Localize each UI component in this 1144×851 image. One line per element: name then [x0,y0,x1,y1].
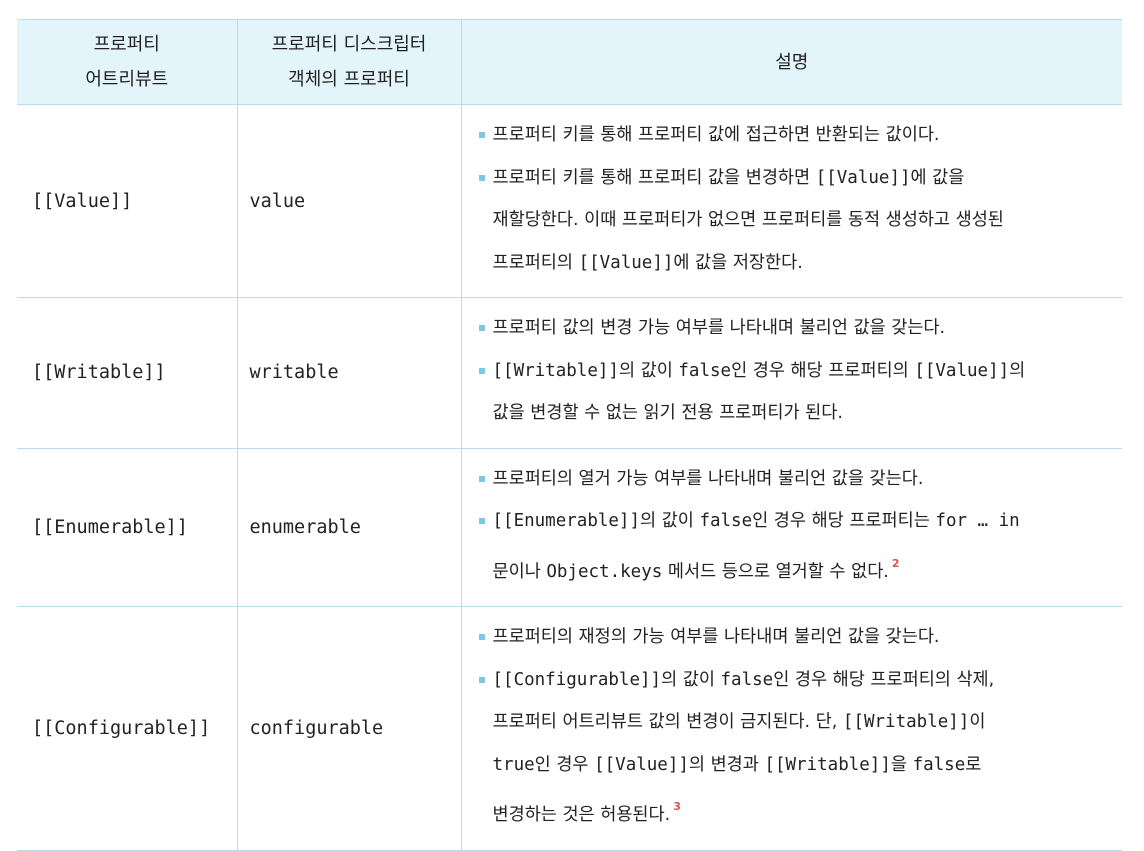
descriptor-cell: value [236,104,462,298]
attribute-cell: [[Enumerable]] [17,447,238,607]
list-item: [[Enumerable]]의 값이 false인 경우 해당 프로퍼티는 fo… [478,500,1123,593]
list-item: [[Writable]]의 값이 false인 경우 해당 프로퍼티의 [[Va… [478,350,1123,435]
description-list: 프로퍼티의 재정의 가능 여부를 나타내며 불리언 값을 갖는다. [[Conf… [478,616,1123,837]
attribute-cell: [[Configurable]] [17,606,238,851]
table-row: [[Writable]] writable 프로퍼티 값의 변경 가능 여부를 … [17,297,1123,449]
descriptor-cell: writable [236,297,462,449]
description-cell: 프로퍼티의 열거 가능 여부를 나타내며 불리언 값을 갖는다. [[Enume… [460,447,1123,607]
description-cell: 프로퍼티 키를 통해 프로퍼티 값에 접근하면 반환되는 값이다. 프로퍼티 키… [460,104,1123,298]
table-row: [[Enumerable]] enumerable 프로퍼티의 열거 가능 여부… [17,447,1123,607]
footnote-marker[interactable]: 3 [673,800,681,813]
header-description: 설명 [460,19,1122,105]
header-property-attribute: 프로퍼티 어트리뷰트 [17,19,238,105]
attribute-cell: [[Value]] [17,104,238,298]
table-row: [[Value]] value 프로퍼티 키를 통해 프로퍼티 값에 접근하면 … [17,104,1123,298]
table-header-row: 프로퍼티 어트리뷰트 프로퍼티 디스크립터 객체의 프로퍼티 설명 [17,19,1122,105]
header-descriptor-property: 프로퍼티 디스크립터 객체의 프로퍼티 [236,19,462,105]
description-cell: 프로퍼티의 재정의 가능 여부를 나타내며 불리언 값을 갖는다. [[Conf… [460,606,1123,851]
descriptor-cell: configurable [236,606,462,851]
list-item: 프로퍼티의 재정의 가능 여부를 나타내며 불리언 값을 갖는다. [478,616,1123,659]
list-item: 프로퍼티 값의 변경 가능 여부를 나타내며 불리언 값을 갖는다. [478,307,1123,350]
list-item: [[Configurable]]의 값이 false인 경우 해당 프로퍼티의 … [478,659,1123,837]
description-list: 프로퍼티의 열거 가능 여부를 나타내며 불리언 값을 갖는다. [[Enume… [478,458,1123,594]
list-item: 프로퍼티 키를 통해 프로퍼티 값을 변경하면 [[Value]]에 값을 재할당… [478,157,1123,285]
description-list: 프로퍼티 키를 통해 프로퍼티 값에 접근하면 반환되는 값이다. 프로퍼티 키… [478,114,1123,284]
list-item: 프로퍼티의 열거 가능 여부를 나타내며 불리언 값을 갖는다. [478,458,1123,501]
descriptor-cell: enumerable [236,447,462,607]
list-item: 프로퍼티 키를 통해 프로퍼티 값에 접근하면 반환되는 값이다. [478,114,1123,157]
table-row: [[Configurable]] configurable 프로퍼티의 재정의 … [17,606,1123,851]
attribute-cell: [[Writable]] [17,297,238,449]
description-cell: 프로퍼티 값의 변경 가능 여부를 나타내며 불리언 값을 갖는다. [[Wri… [460,297,1123,449]
description-list: 프로퍼티 값의 변경 가능 여부를 나타내며 불리언 값을 갖는다. [[Wri… [478,307,1123,435]
footnote-marker[interactable]: 2 [891,556,900,570]
property-attribute-table: 프로퍼티 어트리뷰트 프로퍼티 디스크립터 객체의 프로퍼티 설명 [[Valu… [17,19,1122,851]
